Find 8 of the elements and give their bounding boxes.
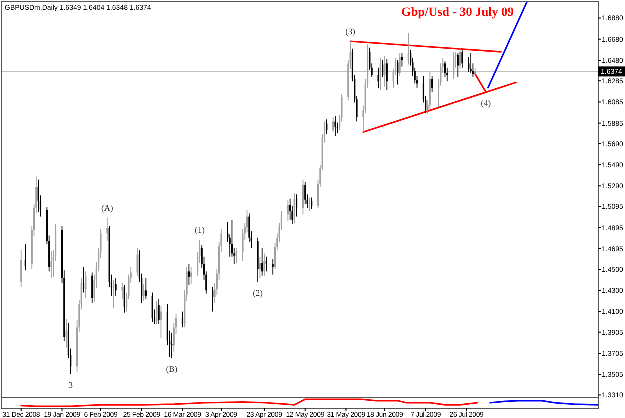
annotation: (B) (166, 364, 178, 374)
annotation: (1) (194, 224, 206, 235)
annotation: (3) (346, 26, 356, 36)
annotation: (A) (102, 202, 114, 213)
annotation: (2) (253, 288, 264, 298)
annotation: 3 (68, 380, 73, 390)
chart-title: Gbp/Usd - 30 July 09 (401, 5, 514, 19)
annotation: (4) (481, 98, 492, 108)
